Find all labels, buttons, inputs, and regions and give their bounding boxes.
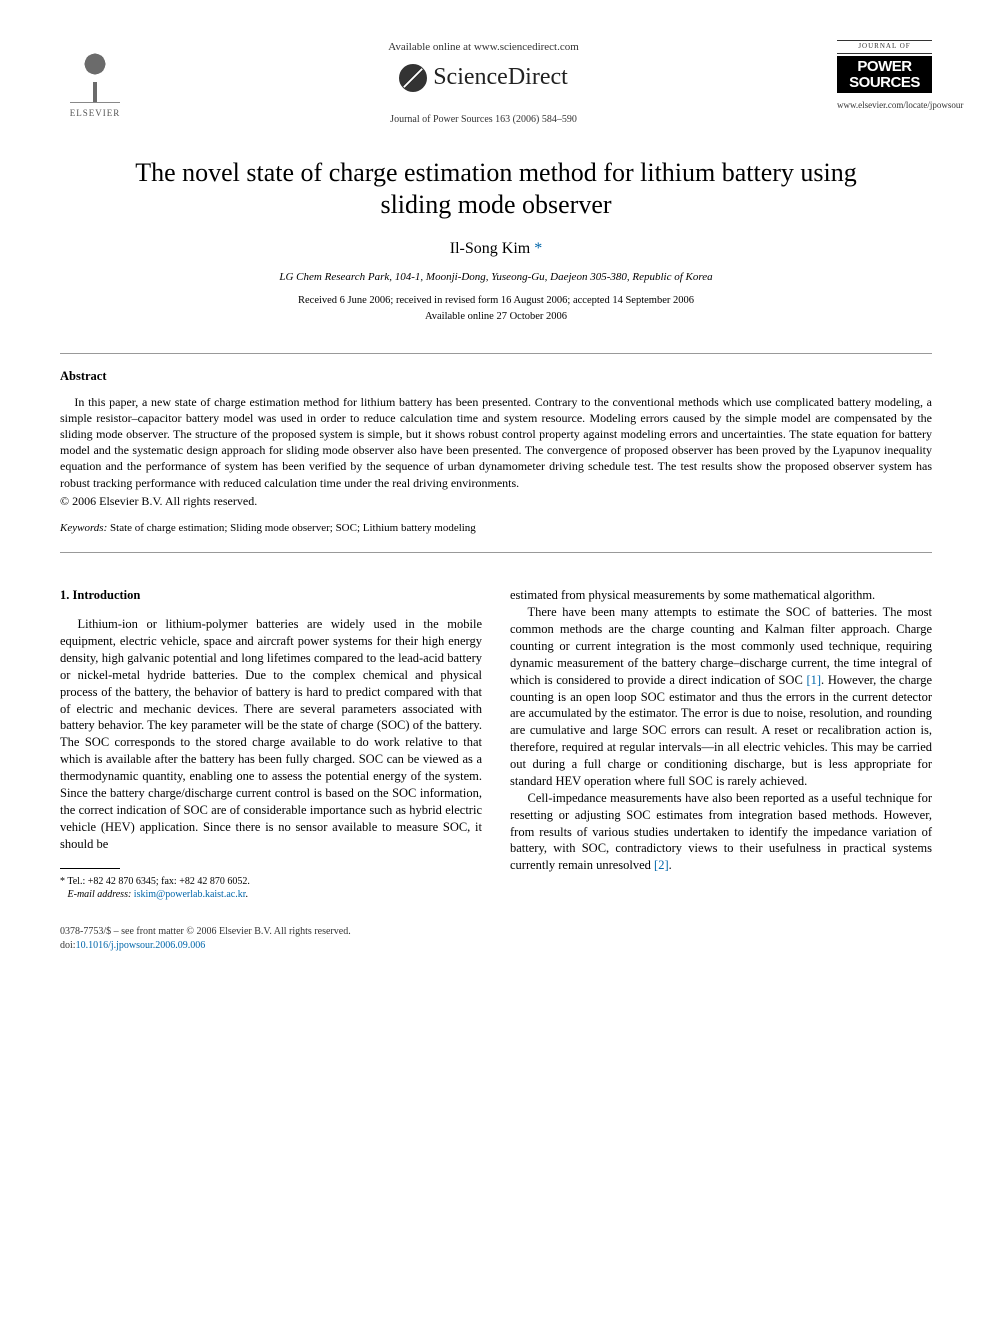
abstract-copyright: © 2006 Elsevier B.V. All rights reserved… [60, 493, 932, 509]
abstract-body: In this paper, a new state of charge est… [60, 394, 932, 491]
footnote-email-address[interactable]: iskim@powerlab.kaist.ac.kr [134, 889, 246, 900]
sciencedirect-text: ScienceDirect [433, 61, 568, 95]
intro-paragraph-3: Cell-impedance measurements have also be… [510, 790, 932, 874]
journal-url: www.elsevier.com/locate/jpowsour [837, 99, 932, 112]
footnote-separator [60, 868, 120, 869]
elsevier-tree-icon [70, 48, 120, 103]
footer-doi: doi:10.1016/j.jpowsour.2006.09.006 [60, 939, 932, 953]
page-header: ELSEVIER Available online at www.science… [60, 40, 932, 127]
abstract-text: In this paper, a new state of charge est… [60, 394, 932, 509]
affiliation: LG Chem Research Park, 104-1, Moonji-Don… [60, 270, 932, 285]
page-footer: 0378-7753/$ – see front matter © 2006 El… [60, 925, 932, 953]
keywords-text: State of charge estimation; Sliding mode… [107, 522, 476, 534]
journal-reference: Journal of Power Sources 163 (2006) 584–… [150, 113, 817, 127]
keywords-label: Keywords: [60, 522, 107, 534]
publisher-name: ELSEVIER [70, 107, 121, 120]
citation-2[interactable]: [2] [654, 858, 669, 872]
article-title: The novel state of charge estimation met… [120, 157, 872, 222]
keywords-line: Keywords: State of charge estimation; Sl… [60, 521, 932, 536]
abstract-heading: Abstract [60, 368, 932, 386]
journal-big-label: POWER SOURCES [837, 56, 932, 94]
dates-online: Available online 27 October 2006 [60, 310, 932, 325]
doi-link[interactable]: 10.1016/j.jpowsour.2006.09.006 [76, 940, 206, 951]
journal-small-label: JOURNAL OF [837, 40, 932, 54]
footnote-tel: * Tel.: +82 42 870 6345; fax: +82 42 870… [60, 875, 482, 888]
author-name: Il-Song Kim [450, 240, 530, 257]
footnote-email: E-mail address: iskim@powerlab.kaist.ac.… [60, 888, 482, 901]
body-columns: 1. Introduction Lithium-ion or lithium-p… [60, 587, 932, 901]
publisher-logo: ELSEVIER [60, 40, 130, 120]
abstract-section: Abstract In this paper, a new state of c… [60, 353, 932, 553]
journal-logo: JOURNAL OF POWER SOURCES www.elsevier.co… [837, 40, 932, 112]
intro-paragraph-1: Lithium-ion or lithium-polymer batteries… [60, 616, 482, 852]
intro-paragraph-2: There have been many attempts to estimat… [510, 604, 932, 790]
right-column: estimated from physical measurements by … [510, 587, 932, 901]
sciencedirect-logo: ScienceDirect [150, 61, 817, 95]
author-corresponding-marker[interactable]: * [534, 240, 542, 257]
available-online-text: Available online at www.sciencedirect.co… [150, 40, 817, 55]
footer-copyright: 0378-7753/$ – see front matter © 2006 El… [60, 925, 932, 939]
center-header: Available online at www.sciencedirect.co… [130, 40, 837, 127]
sciencedirect-swoosh-icon [399, 64, 427, 92]
left-column: 1. Introduction Lithium-ion or lithium-p… [60, 587, 482, 901]
author-line: Il-Song Kim * [60, 238, 932, 260]
dates-received: Received 6 June 2006; received in revise… [60, 294, 932, 309]
intro-paragraph-1-cont: estimated from physical measurements by … [510, 587, 932, 604]
footnote-email-label: E-mail address: [68, 889, 132, 900]
citation-1[interactable]: [1] [806, 673, 821, 687]
section-1-heading: 1. Introduction [60, 587, 482, 604]
